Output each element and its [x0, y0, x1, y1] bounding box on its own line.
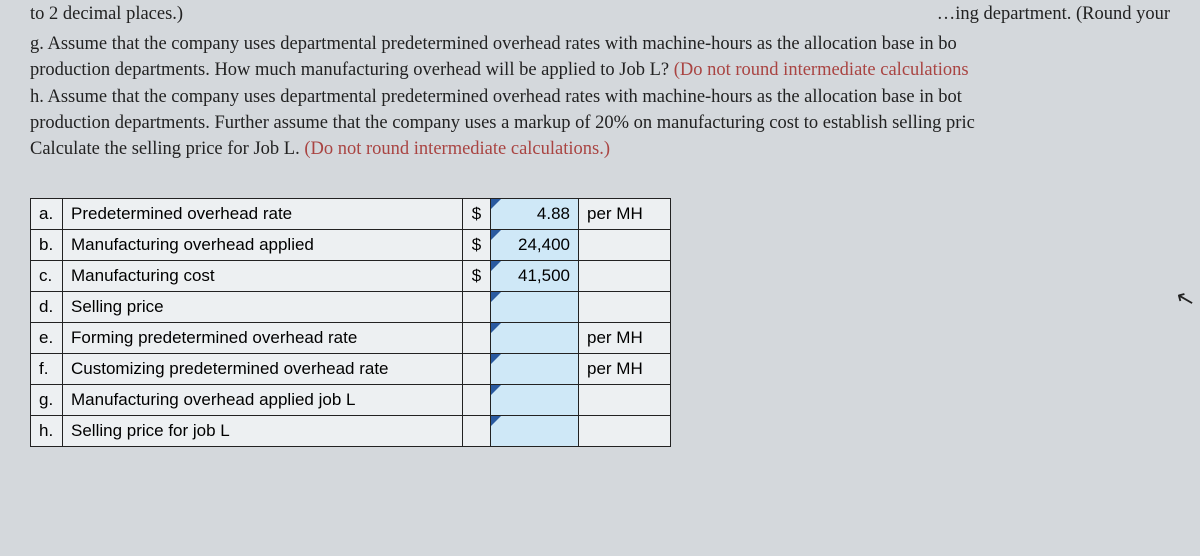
- question-h-line1: h. Assume that the company uses departme…: [30, 84, 1170, 110]
- input-marker-icon: [491, 230, 501, 240]
- row-currency: [463, 385, 491, 416]
- top-fragment-bar: to 2 decimal places.) …ing department. (…: [0, 0, 1200, 27]
- row-currency: [463, 416, 491, 447]
- row-label: Manufacturing cost: [63, 261, 463, 292]
- table-row: e.Forming predetermined overhead rate per…: [31, 323, 671, 354]
- row-value-input[interactable]: [491, 354, 579, 385]
- row-value-input[interactable]: [491, 292, 579, 323]
- row-value-input[interactable]: 24,400: [491, 230, 579, 261]
- table-row: f.Customizing predetermined overhead rat…: [31, 354, 671, 385]
- row-letter: b.: [31, 230, 63, 261]
- table-row: d.Selling price: [31, 292, 671, 323]
- input-marker-icon: [491, 323, 501, 333]
- row-letter: g.: [31, 385, 63, 416]
- row-label: Selling price: [63, 292, 463, 323]
- row-unit: [579, 292, 671, 323]
- top-fragment-right: …ing department. (Round your: [937, 2, 1170, 27]
- row-currency: $: [463, 261, 491, 292]
- row-value-input[interactable]: 41,500: [491, 261, 579, 292]
- row-label: Manufacturing overhead applied: [63, 230, 463, 261]
- top-fragment-left: to 2 decimal places.): [30, 2, 183, 27]
- question-h-hint: (Do not round intermediate calculations.…: [304, 139, 610, 159]
- row-letter: d.: [31, 292, 63, 323]
- input-marker-icon: [491, 416, 501, 426]
- row-unit: [579, 385, 671, 416]
- table-row: g.Manufacturing overhead applied job L: [31, 385, 671, 416]
- row-value-input[interactable]: 4.88: [491, 199, 579, 230]
- question-h-line3: Calculate the selling price for Job L. (…: [30, 136, 1170, 162]
- row-currency: [463, 292, 491, 323]
- row-letter: a.: [31, 199, 63, 230]
- input-marker-icon: [491, 354, 501, 364]
- row-label: Predetermined overhead rate: [63, 199, 463, 230]
- question-g-line2-text: production departments. How much manufac…: [30, 60, 674, 80]
- row-currency: [463, 354, 491, 385]
- row-label: Customizing predetermined overhead rate: [63, 354, 463, 385]
- table-row: b.Manufacturing overhead applied$24,400: [31, 230, 671, 261]
- row-unit: per MH: [579, 323, 671, 354]
- question-g-hint: (Do not round intermediate calculations: [674, 60, 969, 80]
- row-currency: [463, 323, 491, 354]
- row-unit: [579, 261, 671, 292]
- row-label: Manufacturing overhead applied job L: [63, 385, 463, 416]
- row-value-input[interactable]: [491, 385, 579, 416]
- question-h-line3-text: Calculate the selling price for Job L.: [30, 139, 304, 159]
- row-letter: f.: [31, 354, 63, 385]
- table-row: c.Manufacturing cost$41,500: [31, 261, 671, 292]
- row-value-input[interactable]: [491, 323, 579, 354]
- row-label: Forming predetermined overhead rate: [63, 323, 463, 354]
- row-label: Selling price for job L: [63, 416, 463, 447]
- row-unit: [579, 416, 671, 447]
- row-unit: per MH: [579, 199, 671, 230]
- page: to 2 decimal places.) …ing department. (…: [0, 0, 1200, 556]
- cursor-icon: ↖: [1173, 284, 1198, 314]
- row-letter: c.: [31, 261, 63, 292]
- input-marker-icon: [491, 199, 501, 209]
- row-unit: per MH: [579, 354, 671, 385]
- row-value: 41,500: [518, 266, 570, 285]
- row-value: 24,400: [518, 235, 570, 254]
- input-marker-icon: [491, 261, 501, 271]
- table-row: a.Predetermined overhead rate$4.88 per MH: [31, 199, 671, 230]
- row-letter: e.: [31, 323, 63, 354]
- question-g-line1: g. Assume that the company uses departme…: [30, 31, 1170, 57]
- question-g-line2: production departments. How much manufac…: [30, 57, 1170, 83]
- row-value: 4.88: [537, 204, 570, 223]
- row-unit: [579, 230, 671, 261]
- row-currency: $: [463, 199, 491, 230]
- question-text: g. Assume that the company uses departme…: [0, 27, 1200, 162]
- row-currency: $: [463, 230, 491, 261]
- row-letter: h.: [31, 416, 63, 447]
- table-row: h.Selling price for job L: [31, 416, 671, 447]
- question-h-line2: production departments. Further assume t…: [30, 110, 1170, 136]
- input-marker-icon: [491, 292, 501, 302]
- row-value-input[interactable]: [491, 416, 579, 447]
- answer-table: a.Predetermined overhead rate$4.88 per MH…: [30, 198, 671, 447]
- input-marker-icon: [491, 385, 501, 395]
